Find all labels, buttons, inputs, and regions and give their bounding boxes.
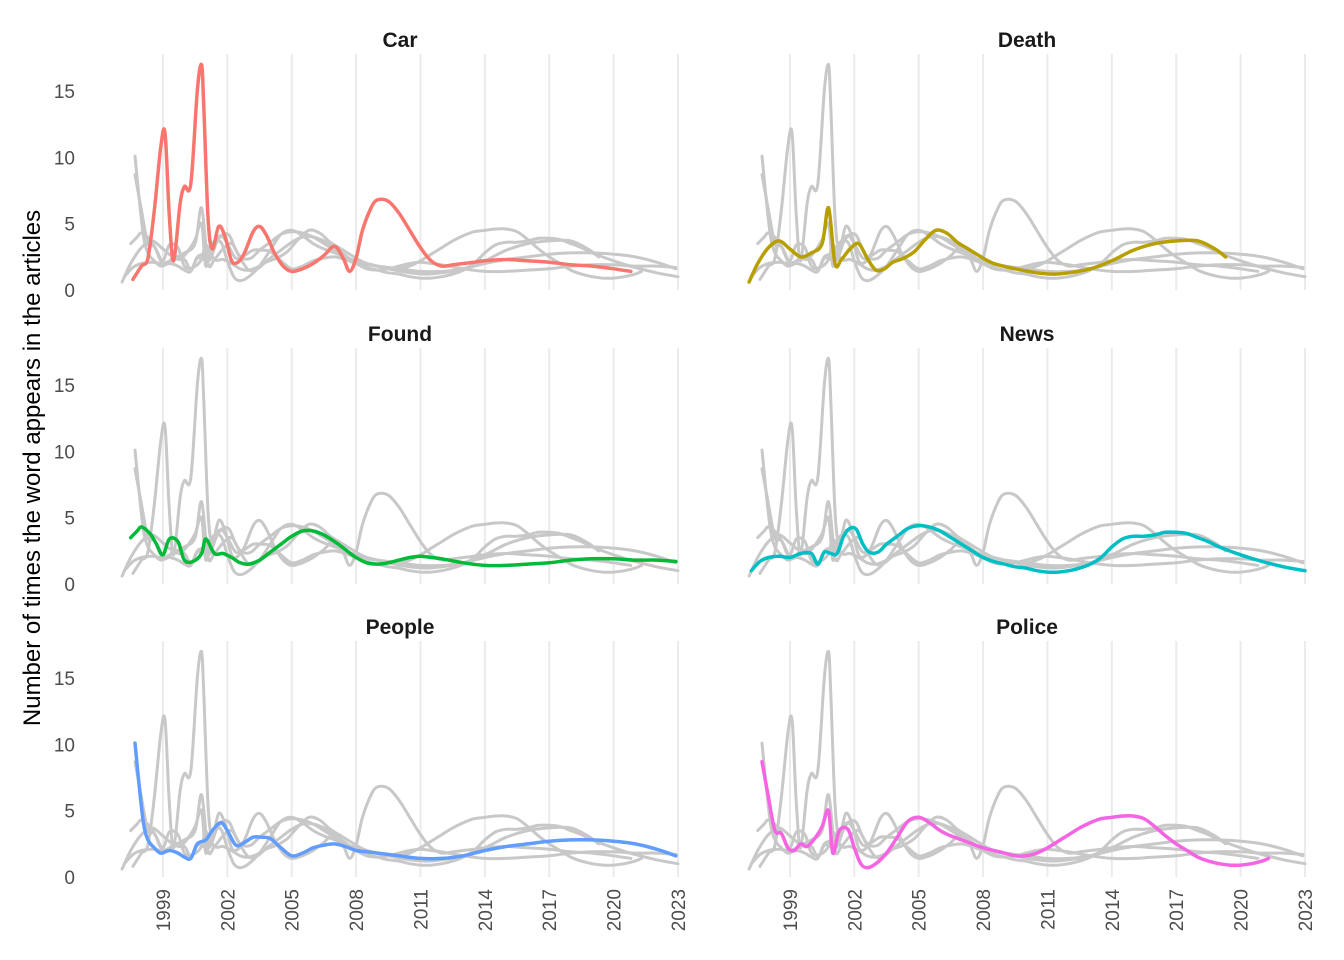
series-line-news [749,523,1307,574]
y-axis-label: Number of times the word appears in the … [19,210,46,726]
background-series-car [758,356,1260,575]
background-series-people [133,154,678,274]
series-line-found [128,525,678,568]
y-tick-label: 5 [64,215,75,236]
x-tick-label: 2005 [910,889,931,931]
y-tick-label: 0 [64,575,75,596]
facet-title: Police [996,616,1058,639]
background-series-car [758,649,1260,868]
y-tick-label: 0 [64,868,75,889]
background-series-car [131,356,633,575]
y-tick-label: 15 [54,376,75,397]
series-line-police [760,759,1271,870]
y-tick-label: 15 [54,82,75,103]
facet-panel-news: News [747,323,1307,584]
facet-title: Death [998,29,1056,52]
x-tick-label: 2002 [845,889,866,931]
x-tick-label: 2011 [1038,889,1059,930]
x-tick-label: 1999 [154,889,175,931]
y-tick-label: 5 [64,802,75,823]
background-series-police [133,760,643,870]
y-tick-label: 10 [54,442,75,463]
background-series-police [133,467,643,577]
background-series-people [133,448,678,568]
y-tick-label: 0 [64,281,75,302]
facet-panel-car: Car 0 5 10 15 [54,29,680,302]
x-tick-label: 2014 [476,889,497,932]
series-line-car [131,62,633,282]
y-tick-label: 10 [54,735,75,756]
x-tick-label: 2008 [974,889,995,931]
background-series-people [760,154,1305,274]
background-series-car [131,649,633,868]
y-tick-label: 5 [64,509,75,530]
x-tick-label: 2011 [411,889,432,930]
x-tick-label: 2020 [605,889,626,931]
x-tick-label: 1999 [781,889,802,931]
facet-panel-death: Death [747,29,1307,290]
facet-title: News [1000,323,1055,346]
x-tick-label: 2017 [1167,889,1188,931]
y-tick-label: 10 [54,148,75,169]
x-tick-label: 2002 [218,889,239,931]
x-tick-label: 2023 [669,889,690,931]
facet-panel-people: People 0 5 10 15 1999 2002 2005 2008 2011 2014 2017… [54,616,690,931]
background-series-police [760,467,1270,577]
background-series-people [760,741,1305,861]
x-tick-label: 2017 [540,889,561,931]
facet-panels: Car 0 5 10 15 Death Found 0 5 10 15 News People 0 5 10 1… [54,29,1317,931]
background-series-people [760,448,1305,568]
series-line-death [747,206,1228,284]
x-tick-label: 2020 [1232,889,1253,931]
x-tick-label: 2008 [347,889,368,931]
background-series-car [758,62,1260,281]
facet-panel-found: Found 0 5 10 15 [54,323,680,596]
facet-title: Car [382,29,417,52]
y-tick-label: 15 [54,669,75,690]
facet-panel-police: Police 1999 2002 2005 2008 2011 2014 2017 2020 20… [747,616,1317,932]
x-tick-label: 2014 [1103,889,1124,932]
series-line-people [133,741,678,861]
facet-title: People [366,616,435,639]
facet-title: Found [368,323,432,346]
x-tick-label: 2023 [1296,889,1317,931]
x-tick-label: 2005 [283,889,304,931]
